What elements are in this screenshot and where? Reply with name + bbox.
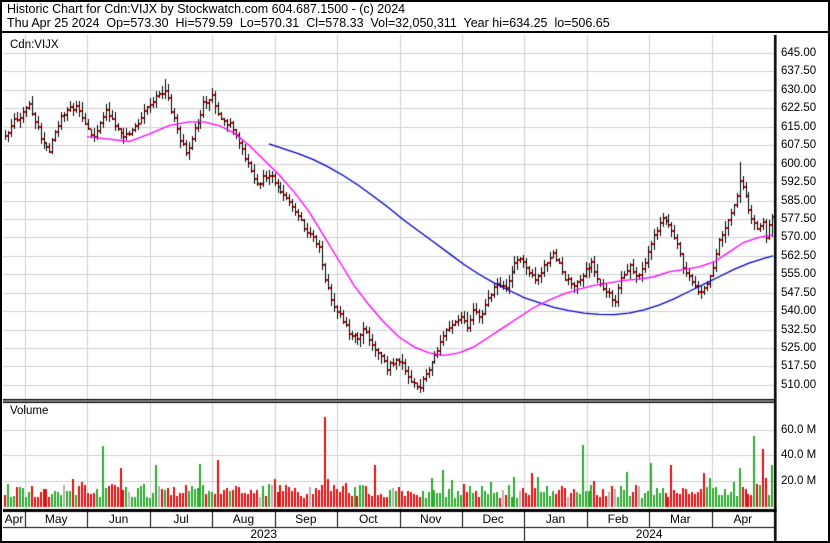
price-tick-label: 577.50 <box>781 213 817 225</box>
price-tick-label: 645.00 <box>781 47 817 59</box>
month-label: Jul <box>173 512 189 526</box>
price-tick-label: 622.50 <box>781 102 817 114</box>
price-tick-label: 630.00 <box>781 84 817 96</box>
price-tick-label: 517.50 <box>781 360 817 372</box>
price-tick-label: 547.50 <box>781 287 817 299</box>
price-tick-label: 555.00 <box>781 268 817 280</box>
month-label: Dec <box>482 512 504 526</box>
price-tick-label: 525.00 <box>781 342 817 354</box>
price-tick-label: 607.50 <box>781 139 817 151</box>
price-tick-label: 600.00 <box>781 158 817 170</box>
month-label: Feb <box>607 512 629 526</box>
month-label: May <box>44 512 68 526</box>
price-volume-canvas <box>3 35 777 541</box>
month-label: Jan <box>545 512 566 526</box>
price-tick-label: 540.00 <box>781 305 817 317</box>
year-label: 2024 <box>635 527 663 541</box>
chart-title-line: Historic Chart for Cdn:VIJX by Stockwatc… <box>7 2 406 16</box>
month-label: Apr <box>4 512 24 526</box>
month-label: Aug <box>232 512 255 526</box>
month-label: Mar <box>670 512 691 526</box>
month-label: Apr <box>733 512 753 526</box>
year-label: 2023 <box>250 527 278 541</box>
month-label: Nov <box>420 512 442 526</box>
price-tick-label: 570.00 <box>781 231 817 243</box>
volume-tick-label: 60.0 M <box>781 424 817 436</box>
price-tick-label: 615.00 <box>781 121 817 133</box>
volume-pane-label: Volume <box>10 405 49 417</box>
price-tick-label: 510.00 <box>781 379 817 391</box>
volume-tick-label: 20.0 M <box>781 475 817 487</box>
price-tick-label: 592.50 <box>781 176 817 188</box>
quote-line: Thu Apr 25 2024 Op=573.30 Hi=579.59 Lo=5… <box>7 16 610 30</box>
price-tick-label: 562.50 <box>781 250 817 262</box>
price-tick-label: 585.00 <box>781 195 817 207</box>
month-label: Oct <box>358 512 378 526</box>
price-tick-label: 532.50 <box>781 324 817 336</box>
volume-tick-label: 40.0 M <box>781 449 817 461</box>
month-label: Sep <box>295 512 317 526</box>
chart-header: Historic Chart for Cdn:VIJX by Stockwatc… <box>2 2 828 33</box>
symbol-label: Cdn:VIJX <box>10 39 59 51</box>
month-label: Jun <box>108 512 129 526</box>
price-tick-label: 637.50 <box>781 65 817 77</box>
